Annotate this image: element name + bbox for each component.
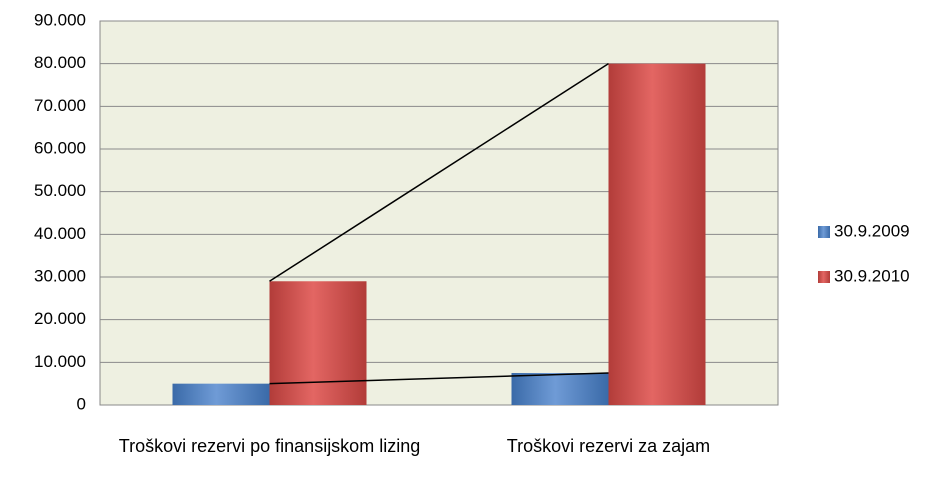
legend-swatch	[818, 271, 830, 283]
y-tick-label: 90.000	[34, 10, 86, 29]
x-tick-label: Troškovi rezervi za zajam	[506, 436, 711, 456]
y-tick-label: 50.000	[34, 181, 86, 200]
bar	[172, 383, 270, 405]
y-tick-label: 10.000	[34, 352, 86, 371]
y-tick-label: 0	[77, 394, 86, 413]
series-line	[269, 372, 609, 385]
legend-label: 30.9.2010	[834, 266, 910, 285]
bar	[511, 373, 609, 405]
y-tick-label: 20.000	[34, 309, 86, 328]
legend-label: 30.9.2009	[834, 221, 910, 240]
series-line	[269, 63, 609, 282]
x-tick-label: Troškovi rezervi po finansijskom lizing	[118, 436, 421, 456]
bar	[608, 63, 706, 406]
legend-swatch	[818, 226, 830, 238]
y-tick-label: 80.000	[34, 53, 86, 72]
y-tick-label: 40.000	[34, 224, 86, 243]
y-tick-label: 70.000	[34, 96, 86, 115]
y-tick-label: 30.000	[34, 266, 86, 285]
y-tick-label: 60.000	[34, 138, 86, 157]
bar	[269, 281, 367, 405]
